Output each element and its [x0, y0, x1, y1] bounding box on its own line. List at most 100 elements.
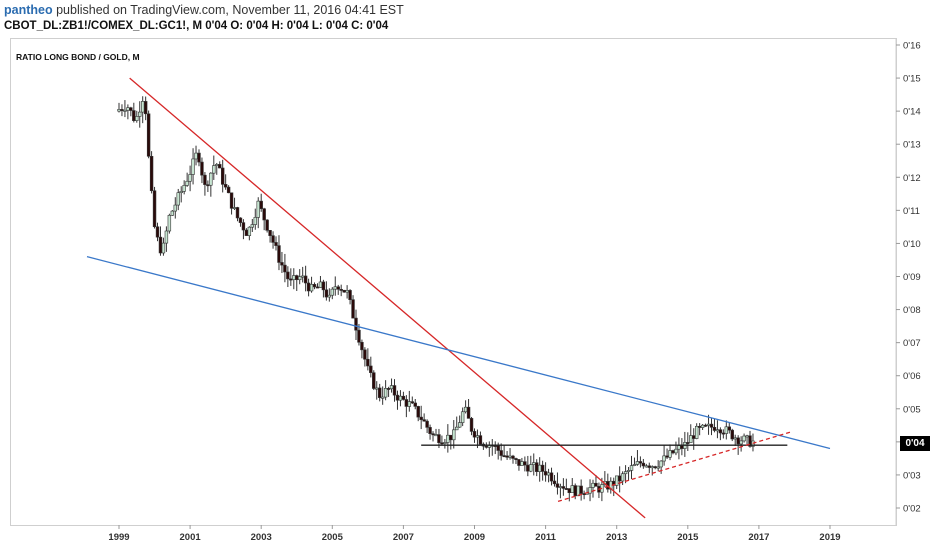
candle-body: [434, 434, 438, 437]
y-tick-label: 0'13: [903, 140, 921, 151]
candle-body: [380, 396, 385, 399]
candle-body: [650, 466, 654, 469]
candle-body: [336, 286, 340, 290]
x-tick-label: 2011: [535, 532, 556, 543]
candle-body: [472, 431, 477, 438]
candle-body: [632, 464, 637, 466]
symbol-info: CBOT_DL:ZB1!/COMEX_DL:GC1!, M 0'04 O: 0'…: [4, 20, 389, 32]
candle-body: [644, 465, 649, 468]
candle-body: [532, 462, 536, 465]
candle-body: [265, 219, 269, 231]
candle-body: [463, 406, 468, 413]
candle-body: [502, 455, 506, 458]
candle-body: [271, 235, 275, 243]
candle-body: [570, 485, 574, 494]
candle-body: [718, 429, 723, 434]
candle-body: [703, 424, 708, 427]
candle-body: [306, 282, 311, 292]
candle-body: [170, 210, 175, 216]
candle-body: [152, 190, 157, 228]
candle-body: [709, 423, 714, 428]
x-tick-label: 1999: [108, 532, 129, 543]
candle-body: [369, 365, 373, 373]
candle-body: [623, 471, 628, 475]
candle-body: [185, 180, 189, 186]
candle-body: [576, 485, 580, 497]
y-tick-label: 0'15: [903, 74, 921, 85]
candle-body: [250, 224, 255, 228]
candle-body: [256, 200, 260, 218]
candle-body: [215, 164, 219, 166]
candle-body: [514, 458, 518, 460]
candle-body: [120, 109, 124, 111]
candle-body: [232, 207, 237, 209]
candle-body: [452, 429, 456, 441]
candle-body: [526, 464, 530, 472]
candle-body: [238, 217, 243, 223]
candle-body: [363, 349, 367, 360]
candle-body: [146, 113, 151, 157]
candle-body: [300, 275, 305, 278]
candle-body: [620, 473, 625, 482]
candle-body: [197, 152, 201, 163]
candle-body: [318, 281, 323, 288]
x-tick-label: 2003: [251, 532, 272, 543]
candle-body: [617, 475, 622, 482]
candle-body: [635, 461, 640, 465]
candle-body: [321, 281, 326, 291]
published-text: published on TradingView.com, November 1…: [52, 3, 404, 17]
candle-body: [229, 192, 234, 209]
y-tick-label: 0'10: [903, 239, 921, 250]
last-price-label: 0'04: [900, 436, 930, 451]
candle-body: [182, 185, 186, 192]
candle-body: [561, 486, 566, 489]
candle-body: [274, 242, 278, 246]
candle-body: [579, 485, 583, 494]
author-name[interactable]: pantheo: [4, 3, 53, 17]
trendlines-layer: [86, 77, 831, 519]
candle-body: [460, 411, 465, 423]
candle-body: [641, 462, 646, 467]
candle-body: [455, 426, 459, 431]
y-tick-label: 0'08: [903, 305, 921, 316]
candle-body: [123, 109, 127, 112]
candle-body: [466, 406, 471, 419]
candle-body: [330, 288, 334, 296]
candle-body: [638, 461, 643, 464]
candle-body: [277, 245, 281, 263]
red-downtrend-line: [129, 77, 646, 519]
candle-body: [360, 341, 364, 351]
candle-body: [564, 488, 569, 490]
candle-body: [295, 275, 299, 281]
candle-body: [736, 437, 740, 445]
candle-body: [727, 426, 731, 431]
candle-body: [511, 455, 515, 459]
red-uptrend-dashed-line: [557, 431, 792, 503]
candle-body: [357, 329, 361, 343]
candle-body: [686, 442, 690, 444]
candle-body: [410, 401, 414, 404]
y-tick-label: 0'16: [903, 41, 921, 52]
candle-body: [712, 426, 717, 431]
candle-body: [286, 271, 290, 280]
candle-body: [517, 459, 521, 466]
candle-body: [659, 460, 663, 468]
y-tick-label: 0'11: [903, 206, 920, 217]
candle-body: [303, 275, 308, 284]
candle-body: [375, 387, 379, 390]
candle-body: [505, 455, 509, 458]
candle-body: [209, 172, 213, 186]
candle-body: [520, 461, 524, 466]
y-tick-label: 0'02: [903, 504, 921, 515]
candle-body: [167, 215, 172, 232]
candle-body: [543, 471, 548, 476]
candle-body: [721, 432, 726, 435]
candle-body: [733, 437, 737, 440]
x-tick-label: 2007: [393, 532, 414, 543]
candle-body: [392, 385, 397, 396]
candle-body: [401, 395, 406, 400]
candle-body: [223, 184, 228, 188]
candle-body: [259, 200, 263, 210]
candle-body: [262, 208, 266, 221]
